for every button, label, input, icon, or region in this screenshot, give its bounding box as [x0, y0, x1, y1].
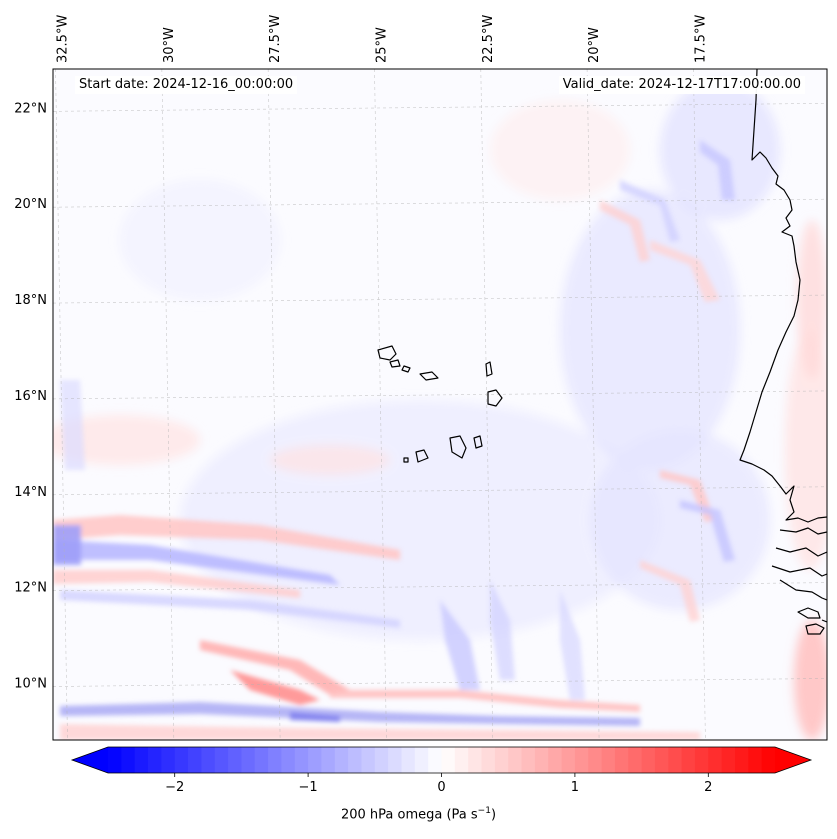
colorbar-bin: [601, 747, 616, 773]
colorbar-bin: [334, 747, 349, 773]
colorbar-bin: [694, 747, 709, 773]
colorbar-bin: [161, 747, 176, 773]
colorbar-bin: [588, 747, 603, 773]
colorbar-bin: [321, 747, 336, 773]
colorbar-bin: [214, 747, 229, 773]
colorbar-bin: [241, 747, 256, 773]
colorbar-tick-label: −2: [165, 780, 184, 795]
colorbar-bin: [734, 747, 749, 773]
colorbar-outline: [70, 746, 813, 774]
latitude-tick-label: 12°N: [14, 581, 47, 596]
colorbar-bin: [134, 747, 149, 773]
latitude-tick-label: 18°N: [14, 293, 47, 308]
colorbar-bin: [614, 747, 629, 773]
colorbar-bin: [201, 747, 216, 773]
colorbar-label: 200 hPa omega (Pa s−1): [0, 806, 837, 822]
colorbar-tick-label: 2: [704, 780, 712, 795]
colorbar-bin: [468, 747, 483, 773]
colorbar-bin: [281, 747, 296, 773]
colorbar-bin: [681, 747, 696, 773]
colorbar-bin: [708, 747, 723, 773]
longitude-tick-label: 20°W: [587, 27, 602, 63]
colorbar-bin: [428, 747, 443, 773]
meridian-line: [693, 69, 706, 740]
meridian-line: [480, 69, 494, 740]
longitude-tick-label: 27.5°W: [268, 15, 283, 63]
colorbar-bin: [641, 747, 656, 773]
longitude-tick-label: 32.5°W: [56, 15, 71, 63]
colorbar-bin: [254, 747, 269, 773]
colorbar-ticks: −2 −1 0 1 2: [165, 773, 712, 795]
colorbar: [70, 746, 813, 774]
colorbar-bin: [521, 747, 536, 773]
longitude-tick-label: 30°W: [162, 27, 177, 63]
colorbar-bin: [628, 747, 643, 773]
colorbar-bin: [454, 747, 469, 773]
longitude-tick-label: 22.5°W: [481, 15, 496, 63]
latitude-tick-label: 20°N: [14, 197, 47, 212]
colorbar-bin: [188, 747, 202, 773]
colorbar-tick-label: −1: [299, 780, 318, 795]
latitude-tick-labels: 22°N 20°N 18°N 16°N 14°N 12°N 10°N: [14, 101, 47, 691]
longitude-tick-label: 17.5°W: [693, 15, 708, 63]
colorbar-bin: [174, 747, 189, 773]
colorbar-bin: [228, 747, 242, 773]
colorbar-bin: [268, 747, 283, 773]
colorbar-label-exponent: −1: [477, 806, 491, 816]
colorbar-bin: [361, 747, 376, 773]
graticule: [53, 69, 827, 740]
colorbar-bin: [761, 747, 776, 773]
colorbar-bin: [414, 747, 429, 773]
meridian-line: [161, 69, 175, 740]
colorbar-bin: [388, 747, 403, 773]
colorbar-bin: [441, 747, 456, 773]
omega-field: [53, 69, 827, 740]
colorbar-bin: [548, 747, 563, 773]
colorbar-bin: [748, 747, 763, 773]
colorbar-bin: [561, 747, 576, 773]
colorbar-bin: [294, 747, 309, 773]
latitude-tick-label: 14°N: [14, 485, 47, 500]
colorbar-extend-max: [775, 747, 811, 773]
colorbar-bin: [668, 747, 683, 773]
coastline: [377, 69, 827, 635]
colorbar-bin: [401, 747, 416, 773]
longitude-tick-label: 25°W: [374, 27, 389, 63]
colorbar-bin: [108, 747, 122, 773]
colorbar-bin: [721, 747, 736, 773]
latitude-tick-label: 10°N: [14, 676, 47, 691]
colorbar-label-main: 200 hPa omega (Pa s: [340, 807, 478, 823]
colorbar-bin: [348, 747, 363, 773]
colorbar-bin: [481, 747, 496, 773]
colorbar-extend-min: [72, 747, 108, 773]
meridian-line: [267, 69, 281, 740]
colorbar-bin: [308, 747, 323, 773]
colorbar-bin: [121, 747, 136, 773]
colorbar-label-close: ): [490, 807, 497, 823]
latitude-tick-label: 16°N: [14, 389, 47, 404]
valid-date-label: Valid_date: 2024-12-17T17:00:00.00: [558, 76, 805, 94]
colorbar-bin: [534, 747, 549, 773]
colorbar-bin: [654, 747, 669, 773]
plot-frame: [52, 68, 828, 741]
colorbar-bin: [148, 747, 162, 773]
colorbar-tick-label: 1: [571, 780, 579, 795]
latitude-tick-label: 22°N: [14, 101, 47, 116]
meridian-line: [55, 69, 68, 740]
colorbar-tick-label: 0: [437, 780, 445, 795]
start-date-label: Start date: 2024-12-16_00:00:00: [75, 76, 298, 94]
longitude-tick-labels: 32.5°W 30°W 27.5°W 25°W 22.5°W 20°W 17.5°W: [56, 15, 709, 63]
colorbar-bin: [508, 747, 523, 773]
colorbar-bin: [574, 747, 589, 773]
meridian-line: [586, 69, 600, 740]
colorbar-bin: [494, 747, 509, 773]
colorbar-bin: [374, 747, 389, 773]
meridian-line: [374, 69, 387, 740]
